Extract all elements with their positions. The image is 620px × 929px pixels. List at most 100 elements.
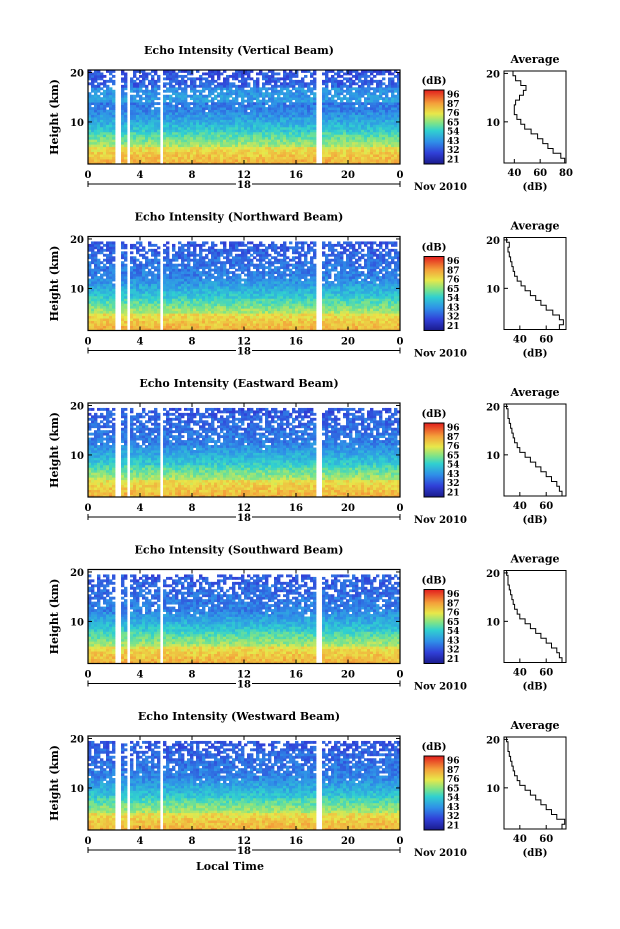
heatmap-cell xyxy=(361,154,365,157)
heatmap-cell xyxy=(166,146,170,150)
heatmap-cell xyxy=(325,156,329,160)
heatmap-cell xyxy=(313,126,317,130)
heatmap-cell xyxy=(250,136,254,140)
heatmap-cell xyxy=(151,97,155,101)
heatmap-cell xyxy=(394,136,398,140)
heatmap-cell xyxy=(106,308,110,312)
heatmap-cell xyxy=(109,295,113,299)
heatmap-cell xyxy=(220,303,224,307)
heatmap-cell xyxy=(211,313,215,317)
heatmap-cell xyxy=(337,126,341,130)
heatmap-cell xyxy=(202,139,206,143)
heatmap-cell xyxy=(331,131,335,135)
heatmap-cell xyxy=(223,320,227,324)
heatmap-cell xyxy=(268,144,272,148)
heatmap-cell xyxy=(184,109,188,113)
heatmap-cell xyxy=(187,288,191,292)
heatmap-cell xyxy=(358,146,362,150)
heatmap-cell xyxy=(214,119,218,123)
heatmap-cell xyxy=(199,84,203,88)
heatmap-cell xyxy=(100,114,104,118)
heatmap-cell xyxy=(181,104,185,108)
heatmap-cell xyxy=(130,104,134,108)
heatmap-cell xyxy=(334,131,338,135)
heatmap-cell xyxy=(166,268,170,272)
heatmap-cell xyxy=(193,144,197,148)
heatmap-cell xyxy=(205,295,209,299)
heatmap-cell xyxy=(217,129,221,133)
heatmap-cell xyxy=(385,126,389,130)
heatmap-cell xyxy=(97,131,101,135)
heatmap-cell xyxy=(124,315,128,319)
heatmap-cell xyxy=(208,305,212,309)
heatmap-cell xyxy=(256,151,260,155)
heatmap-cell xyxy=(235,149,239,153)
heatmap-cell xyxy=(130,295,134,299)
heatmap-cell xyxy=(106,121,110,125)
heatmap-cell xyxy=(262,114,266,118)
heatmap-cell xyxy=(397,94,401,98)
heatmap-cell xyxy=(340,159,344,162)
heatmap-cell xyxy=(121,315,125,319)
heatmap-cell xyxy=(169,107,173,110)
heatmap-cell xyxy=(196,285,200,289)
heatmap-cell xyxy=(226,256,230,260)
heatmap-cell xyxy=(331,87,335,91)
heatmap-cell xyxy=(274,87,278,91)
heatmap-cell xyxy=(397,92,401,96)
x-tick-label: 16 xyxy=(289,170,303,181)
heatmap-cell xyxy=(388,121,392,125)
heatmap-cell xyxy=(112,285,116,289)
heatmap-cell xyxy=(202,84,206,88)
heatmap-cell xyxy=(229,303,233,307)
heatmap-cell xyxy=(148,97,152,101)
heatmap-cell xyxy=(334,92,338,96)
heatmap-cell xyxy=(133,310,137,314)
heatmap-cell xyxy=(187,112,191,115)
heatmap-cell xyxy=(262,126,266,130)
heatmap-cell xyxy=(181,258,185,262)
heatmap-cell xyxy=(241,70,245,73)
heatmap-cell xyxy=(322,119,326,123)
heatmap-cell xyxy=(169,161,173,165)
heatmap-cell xyxy=(124,139,128,143)
heatmap-cell xyxy=(187,124,191,128)
heatmap-cell xyxy=(337,134,341,138)
heatmap-cell xyxy=(325,107,329,110)
heatmap-cell xyxy=(328,102,332,106)
heatmap-cell xyxy=(286,129,290,133)
heatmap-cell xyxy=(163,131,167,135)
heatmap-cell xyxy=(232,261,236,265)
heatmap-cell xyxy=(130,251,134,255)
heatmap-cell xyxy=(106,87,110,91)
heatmap-cell xyxy=(163,318,167,321)
heatmap-cell xyxy=(124,246,128,250)
heatmap-cell xyxy=(169,156,173,160)
heatmap-cell xyxy=(136,94,140,98)
heatmap-cell xyxy=(91,141,95,145)
heatmap-cell xyxy=(202,290,206,294)
heatmap-cell xyxy=(187,298,191,302)
heatmap-cell xyxy=(145,256,149,260)
heatmap-cell xyxy=(88,266,92,270)
heatmap-cell xyxy=(124,313,128,317)
heatmap-cell xyxy=(139,89,143,93)
heatmap-cell xyxy=(271,104,275,108)
heatmap-cell xyxy=(247,146,251,150)
heatmap-cell xyxy=(178,134,182,138)
heatmap-cell xyxy=(244,134,248,138)
heatmap-cell xyxy=(265,161,269,165)
heatmap-cell xyxy=(277,134,281,138)
heatmap-cell xyxy=(175,131,179,135)
heatmap-cell xyxy=(337,92,341,96)
heatmap-cell xyxy=(220,84,224,88)
heatmap-cell xyxy=(175,298,179,302)
heatmap-cell xyxy=(181,126,185,130)
heatmap-cell xyxy=(133,281,137,284)
heatmap-cell xyxy=(97,141,101,145)
heatmap-cell xyxy=(187,276,191,279)
heatmap-cell xyxy=(280,141,284,145)
heatmap-cell xyxy=(262,134,266,138)
heatmap-cell xyxy=(103,104,107,108)
heatmap-cell xyxy=(88,119,92,123)
